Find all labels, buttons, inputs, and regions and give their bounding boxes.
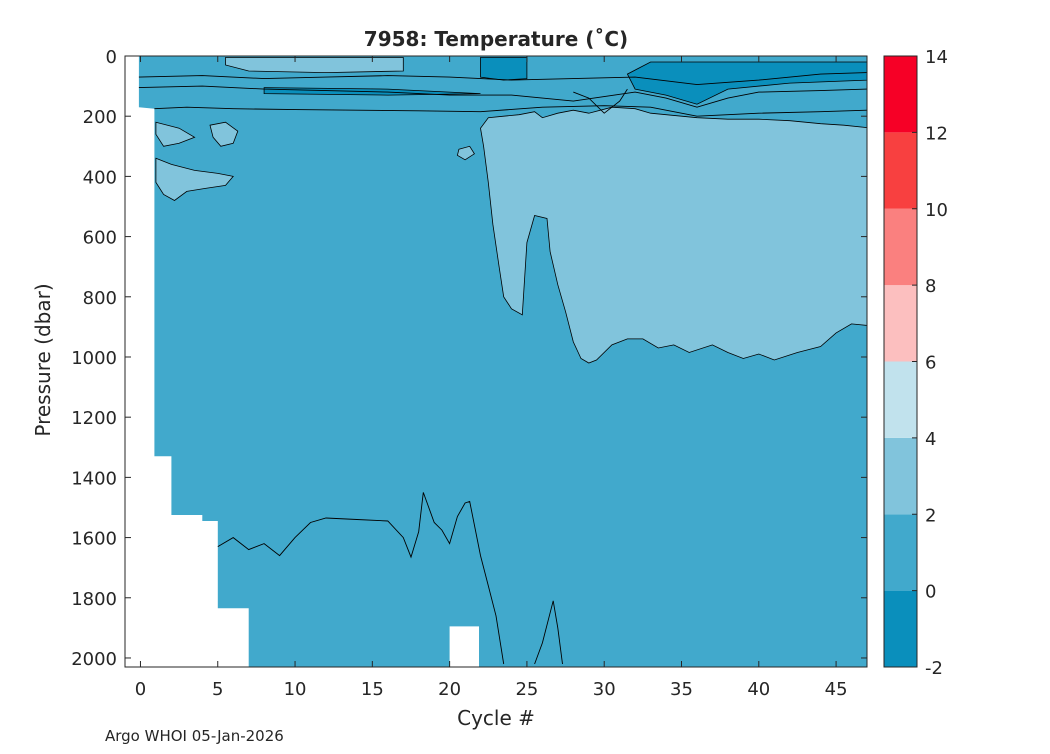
colorbar-tick-label: 12 (925, 123, 948, 144)
x-tick-label: 5 (212, 679, 223, 700)
y-tick-label: 1800 (71, 589, 117, 610)
colorbar-tick-label: 2 (925, 505, 936, 526)
x-tick-label: 35 (670, 679, 693, 700)
y-tick-label: 600 (83, 228, 117, 249)
contour-upper-contour-4 (573, 88, 628, 114)
colorbar-band (884, 361, 917, 438)
y-tick-label: 800 (83, 288, 117, 309)
mask-no-data-top-left (125, 56, 249, 667)
x-tick-label: 10 (284, 679, 307, 700)
colorbar-band (884, 56, 917, 133)
contour-upper-contour-main (154, 105, 868, 117)
colorbar-tick-label: 4 (925, 429, 936, 450)
colorbar-band (884, 208, 917, 286)
x-tick-label: 40 (747, 679, 770, 700)
region-warm-patch-d (456, 145, 475, 161)
x-tick-label: 20 (438, 679, 461, 700)
colorbar-band (884, 514, 917, 591)
contour-deep-contour-lower (217, 492, 505, 665)
x-tick-label: 30 (593, 679, 616, 700)
y-axis: 0 200 400 600 800 1000 1200 1400 1600 1800 2000 (71, 47, 867, 670)
colorbar: -2 0 2 4 6 8 10 12 14 (883, 47, 948, 679)
region-warm-patch-c (155, 157, 234, 201)
colorbar-band (884, 132, 917, 209)
region-warm-patch-b (209, 121, 239, 147)
region-surface-cold-patch-a (480, 57, 528, 81)
region-surface-warm-patch (225, 57, 404, 74)
colorbar-tick-label: 8 (925, 276, 936, 297)
x-tick-label: 0 (135, 679, 146, 700)
chart-title: 7958: Temperature (˚C) (364, 27, 628, 51)
mask-no-data-gap-21 (449, 626, 479, 667)
contour-deep-contour-spike (534, 600, 563, 665)
contour-lines (138, 72, 868, 665)
plot-frame (124, 55, 868, 668)
colorbar-tick-label: 14 (925, 47, 948, 68)
colorbar-band (884, 437, 917, 515)
region-upper-warm-layer (480, 106, 868, 364)
colorbar-tick-label: 0 (925, 582, 936, 603)
colorbar-band (884, 285, 917, 362)
colorbar-tick-label: -2 (925, 658, 943, 679)
y-tick-label: 1600 (71, 529, 117, 550)
x-tick-label: 15 (361, 679, 384, 700)
y-tick-label: 200 (83, 107, 117, 128)
x-axis: 0 5 10 15 20 25 30 35 40 45 (135, 56, 848, 700)
colorbar-tick-label: 6 (925, 353, 936, 374)
y-tick-label: 1000 (71, 348, 117, 369)
y-tick-label: 1200 (71, 408, 117, 429)
region-warm-patch-a (155, 121, 196, 147)
x-axis-label: Cycle # (457, 706, 535, 730)
y-tick-label: 0 (106, 47, 117, 68)
x-tick-label: 25 (515, 679, 538, 700)
contour-upper-contour-3 (138, 72, 868, 86)
plot-area (125, 56, 868, 667)
y-tick-label: 400 (83, 167, 117, 188)
y-axis-label: Pressure (dbar) (31, 283, 55, 436)
contour-upper-contour-2 (138, 85, 868, 108)
y-tick-label: 1400 (71, 468, 117, 489)
colorbar-band (884, 590, 917, 667)
colorbar-tick-label: 10 (925, 200, 948, 221)
x-tick-label: 45 (825, 679, 848, 700)
y-tick-label: 2000 (71, 649, 117, 670)
footer-credit: Argo WHOI 05-Jan-2026 (105, 727, 284, 745)
